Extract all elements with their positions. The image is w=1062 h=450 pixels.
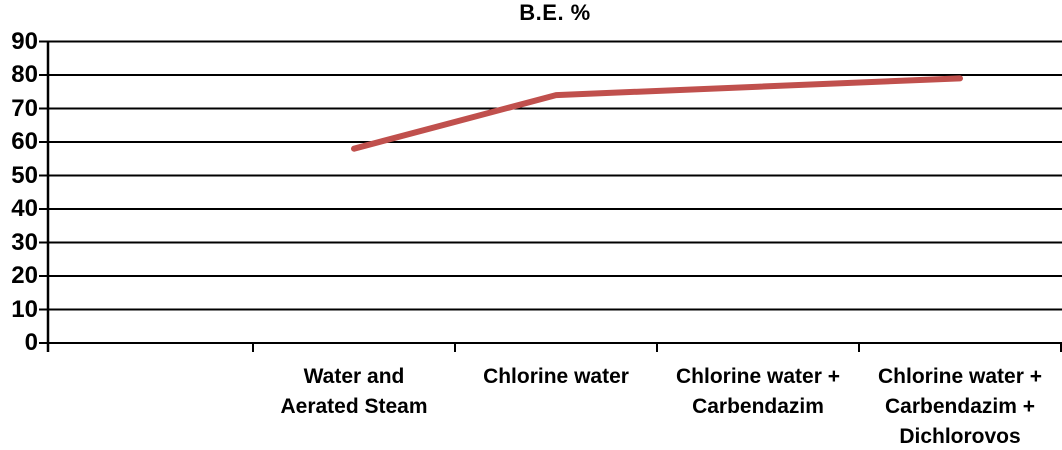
y-axis-tick-label: 0 [24,329,38,356]
y-axis-tick-label: 60 [11,128,38,155]
y-axis-tick-label: 90 [11,27,38,55]
x-axis-category-label-line: Dichlorovos [899,425,1021,448]
y-axis-tick-label: 70 [11,94,38,122]
y-axis-tick-label: 20 [11,262,38,289]
y-axis-tick-label: 40 [11,195,38,222]
x-axis-category-label-line: Water and [303,365,405,388]
y-axis-tick-label: 30 [11,228,38,256]
x-axis-category-label-line: Carbendazim + [885,395,1035,418]
x-axis-category-label-line: Aerated Steam [280,395,428,418]
x-axis-category-label: Chlorine water + Carbendazim + Dichlorovos [845,362,1062,450]
x-axis-category-label-line: Chlorine water [483,365,629,388]
y-axis-tick-label: 50 [11,161,38,189]
x-axis-category-label-line: Chlorine water + [878,365,1042,388]
x-axis-category-label: Chlorine water + Carbendazim [643,362,873,422]
x-axis-category-label: Chlorine water [441,362,671,392]
y-axis-tick-label: 10 [11,295,38,323]
chart-title: B.E. % [519,0,591,25]
x-axis-category-label-line: Chlorine water + [676,365,840,388]
y-axis-tick-label: 80 [11,61,38,88]
data-series-line [351,75,963,152]
x-axis-category-label-line: Carbendazim [692,395,824,418]
x-axis-category-label: Water and Aerated Steam [239,362,469,422]
